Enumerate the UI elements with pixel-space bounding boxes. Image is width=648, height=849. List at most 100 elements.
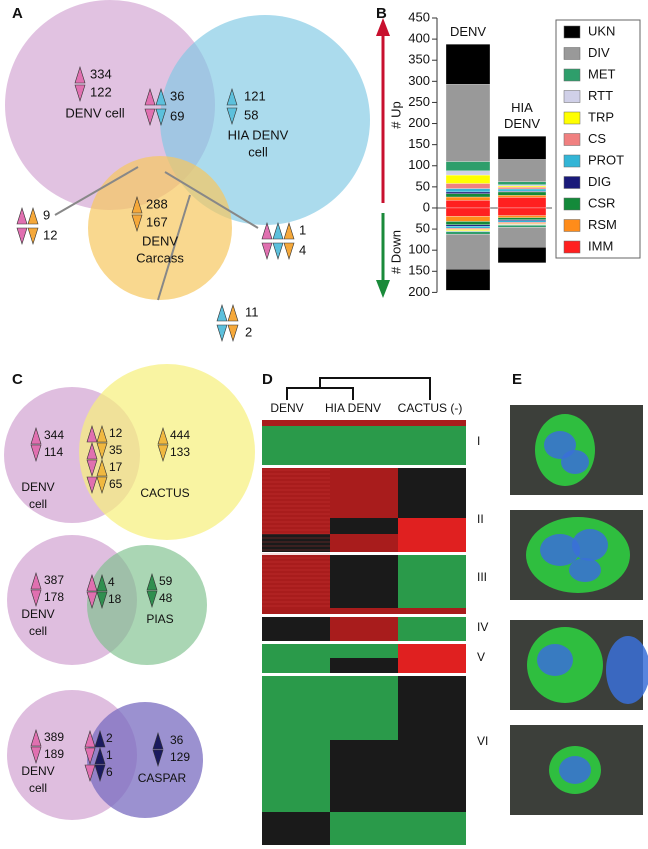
heatmap-block <box>330 740 398 812</box>
bar-segment <box>497 184 547 187</box>
heatmap-block <box>262 617 330 641</box>
down-count: 122 <box>90 84 112 99</box>
category-label: DENV <box>449 24 487 40</box>
legend-swatch <box>563 154 581 168</box>
bar-segment <box>445 216 491 222</box>
heatmap-block <box>330 676 398 740</box>
down-triangle <box>155 108 167 127</box>
category-label: HIA DENV <box>503 100 541 132</box>
bar-segment <box>445 228 491 230</box>
legend-label: MET <box>588 66 616 81</box>
legend-label: DIV <box>588 45 610 60</box>
bar-segment <box>497 181 547 185</box>
column-label: DENV <box>270 401 303 415</box>
bar-segment <box>445 191 491 194</box>
set-label: DENV cell <box>65 105 124 120</box>
bar-segment <box>497 159 547 182</box>
y-tick-label: 0 <box>423 199 430 214</box>
down-triangle <box>30 589 42 608</box>
down-count: 114 <box>44 445 63 459</box>
down-triangle <box>227 324 239 343</box>
y-tick-label: 50 <box>416 221 430 236</box>
heatmap-block <box>262 608 330 614</box>
up-triangle <box>86 441 98 460</box>
down-triangle <box>226 107 238 126</box>
bar-segment <box>497 215 547 218</box>
heatmap-block <box>262 658 330 673</box>
down-triangle <box>16 227 28 246</box>
up-arrow-head <box>376 18 390 36</box>
up-triangle <box>144 87 156 106</box>
overlap-count: 18 <box>108 592 122 606</box>
bar-segment <box>445 183 491 189</box>
down-count: 167 <box>146 214 168 229</box>
y-tick-label: 100 <box>408 242 430 257</box>
legend-label: RSM <box>588 217 617 232</box>
down-triangle <box>74 84 86 103</box>
bar-segment <box>445 200 491 209</box>
bar-segment <box>445 174 491 184</box>
bar-segment <box>445 207 491 217</box>
bar-segment <box>445 229 491 231</box>
heatmap-block <box>398 468 466 518</box>
set-label: CACTUS <box>140 486 189 500</box>
legend-label: UKN <box>588 23 615 38</box>
up-triangle <box>283 221 295 240</box>
up-triangle <box>216 303 228 322</box>
legend-swatch <box>563 90 581 103</box>
bar-segment <box>497 195 547 198</box>
down-count: 58 <box>244 107 258 122</box>
bar-segment <box>497 222 547 224</box>
set-label: HIA DENV <box>228 127 289 142</box>
nucleus <box>569 558 601 582</box>
heatmap-block <box>330 426 398 465</box>
down-triangle <box>96 591 108 610</box>
legend-swatch <box>563 25 581 39</box>
down-count: 189 <box>44 747 64 761</box>
panel-label: B <box>376 5 387 22</box>
y-axis-label: # Down <box>388 230 403 274</box>
bar-segment <box>497 217 547 220</box>
down-triangle <box>86 591 98 610</box>
up-count: 11 <box>245 304 259 319</box>
cluster-label: I <box>477 434 480 448</box>
bar-segment <box>497 136 547 160</box>
heatmap-block <box>330 644 398 658</box>
overlap-count: 1 <box>106 748 113 762</box>
heatmap-block <box>398 617 466 641</box>
y-tick-label: 150 <box>408 136 430 151</box>
down-triangle <box>94 764 106 783</box>
venn-circle <box>79 364 255 540</box>
bar-segment <box>445 233 491 270</box>
down-triangle <box>30 746 42 765</box>
up-count: 387 <box>44 573 64 587</box>
bar-segment <box>445 196 491 201</box>
set-label: DENV <box>21 607 54 621</box>
heatmap-block <box>262 518 330 534</box>
bar-segment <box>445 231 491 235</box>
legend-swatch <box>563 47 581 60</box>
heatmap-block <box>262 426 330 465</box>
bar-segment <box>445 84 491 162</box>
heatmap-block <box>262 555 330 608</box>
heatmap-block <box>330 617 398 641</box>
up-triangle <box>131 195 143 214</box>
bar-segment <box>445 225 491 229</box>
heatmap-block <box>398 658 466 673</box>
down-count: 69 <box>170 108 184 123</box>
bar-segment <box>445 161 491 171</box>
heatmap-block <box>330 658 398 673</box>
column-label: HIA DENV <box>325 401 381 415</box>
cluster-label: VI <box>477 734 488 748</box>
down-triangle <box>146 590 158 609</box>
heatmap-block <box>398 534 466 552</box>
cluster-label: IV <box>477 620 488 634</box>
down-triangle <box>27 227 39 246</box>
cluster-label: II <box>477 512 484 526</box>
up-count: 288 <box>146 196 168 211</box>
heatmap-block <box>262 534 330 552</box>
cluster-label: III <box>477 570 487 584</box>
overlap-count: 65 <box>109 477 123 491</box>
